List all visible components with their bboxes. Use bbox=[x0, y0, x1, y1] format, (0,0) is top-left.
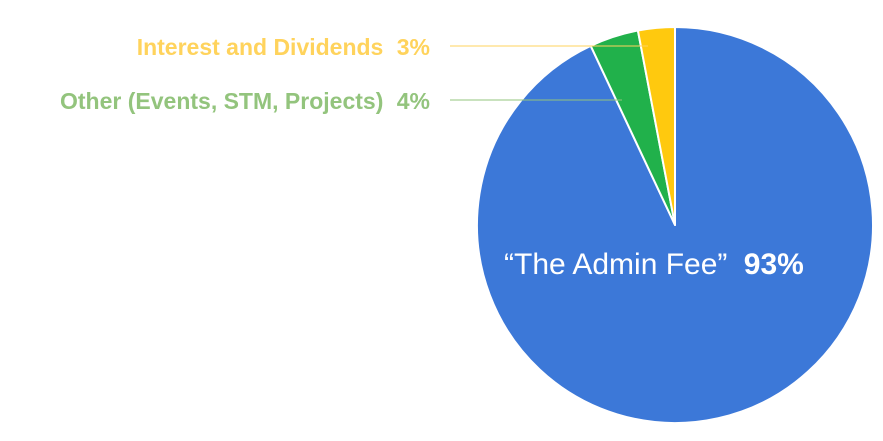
label-admin-name: “The Admin Fee” bbox=[504, 248, 727, 281]
label-admin-value: 93% bbox=[744, 248, 804, 281]
label-other-value: 4% bbox=[397, 88, 430, 114]
slices-group bbox=[476, 26, 874, 424]
label-other: Other (Events, STM, Projects) 4% bbox=[60, 88, 430, 114]
label-other-name: Other (Events, STM, Projects) bbox=[60, 88, 383, 114]
label-interest-value: 3% bbox=[397, 34, 430, 60]
label-interest-name: Interest and Dividends bbox=[137, 34, 384, 60]
pie-slice-interest bbox=[636, 26, 676, 226]
label-admin: “The Admin Fee” 93% bbox=[504, 248, 804, 281]
label-interest: Interest and Dividends 3% bbox=[137, 34, 430, 60]
